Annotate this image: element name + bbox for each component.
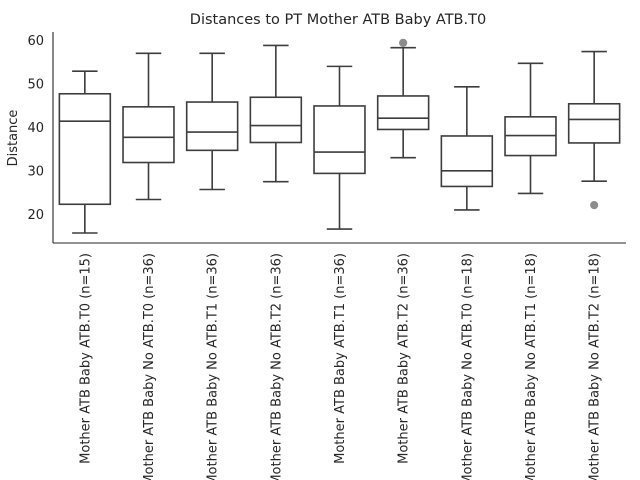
box <box>249 96 303 144</box>
chart-title: Distances to PT Mother ATB Baby ATB.T0 <box>190 12 486 28</box>
x-tick-label: Mother ATB Baby No ATB.T0 (n=36) <box>142 253 157 480</box>
box <box>567 102 621 144</box>
x-tick-label: Mother ATB Baby No ATB.T0 (n=18) <box>460 253 475 480</box>
x-tick-label: Mother ATB Baby No ATB.T1 (n=18) <box>524 253 539 480</box>
box <box>313 105 366 175</box>
box <box>122 106 175 164</box>
x-tick-label: Mother ATB Baby No ATB.T2 (n=18) <box>588 253 603 480</box>
y-tick-label: 60 <box>27 34 44 49</box>
box <box>185 101 239 152</box>
y-tick-label: 30 <box>27 165 44 180</box>
x-tick-label: Mother ATB Baby ATB.T0 (n=15) <box>78 253 93 464</box>
x-tick-label: Mother ATB Baby No ATB.T2 (n=36) <box>269 253 284 480</box>
box <box>376 95 430 131</box>
x-tick-label: Mother ATB Baby No ATB.T1 (n=36) <box>206 253 221 480</box>
outlier-point <box>590 201 599 210</box>
x-tick-label: Mother ATB Baby ATB.T2 (n=36) <box>397 253 412 464</box>
y-axis-label: Distance <box>6 110 21 167</box>
y-tick-label: 40 <box>27 121 44 136</box>
plot-area: 20 30 40 50 60 Mother ATB Baby ATB.T0 (n=15) M… <box>27 34 621 480</box>
x-tick-label: Mother ATB Baby ATB.T1 (n=36) <box>333 253 348 464</box>
outlier-point <box>399 38 408 47</box>
y-tick-label: 20 <box>27 208 44 223</box>
box <box>440 135 494 188</box>
box <box>58 92 112 206</box>
y-tick-label: 50 <box>27 78 44 93</box>
